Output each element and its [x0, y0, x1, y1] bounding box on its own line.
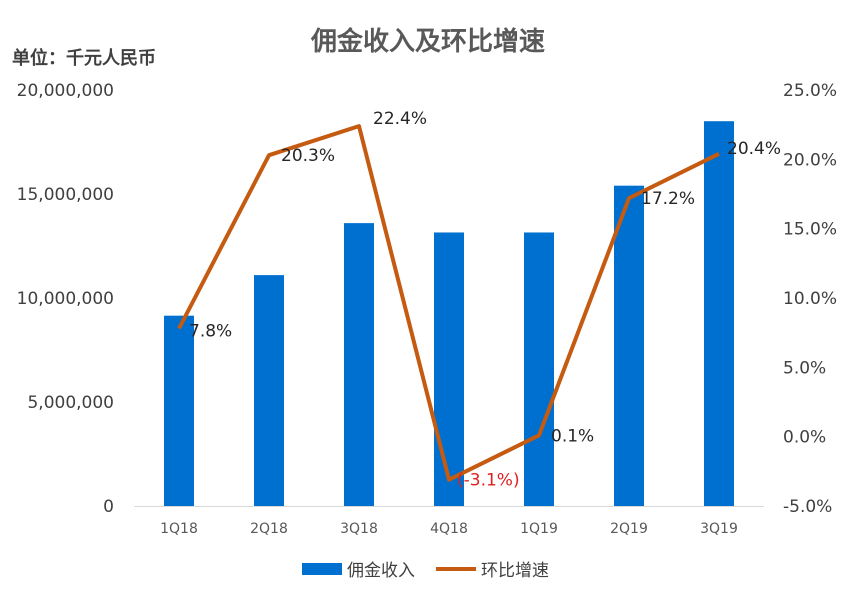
growth-data-label: 17.2%	[641, 189, 695, 209]
chart-title: 佣金收入及环比增速	[310, 26, 545, 57]
x-tick-label: 3Q19	[700, 521, 738, 537]
bar-series	[164, 121, 734, 507]
growth-data-label: 22.4%	[373, 109, 427, 129]
x-axis-ticks: 1Q18 2Q18 3Q18 4Q18 1Q19 2Q19 3Q19	[160, 521, 738, 537]
right-axis-tick-label: 20.0%	[783, 150, 837, 170]
x-tick-label: 2Q18	[250, 521, 288, 537]
left-axis-ticks: 0 5,000,000 10,000,000 15,000,000 20,000,000	[17, 81, 114, 517]
left-axis-tick-label: 20,000,000	[17, 81, 114, 101]
right-axis-tick-label: 15.0%	[783, 220, 837, 240]
right-axis-tick-label: 5.0%	[783, 358, 826, 378]
bar-4q18	[434, 232, 464, 507]
x-tick-label: 3Q18	[340, 521, 378, 537]
legend: 佣金收入 环比增速	[302, 561, 549, 581]
x-tick-label: 2Q19	[610, 521, 648, 537]
bar-1q18	[164, 315, 194, 506]
growth-data-label: (-3.1%)	[457, 471, 520, 491]
legend-label-bar: 佣金收入	[347, 561, 415, 581]
left-axis-tick-label: 15,000,000	[17, 185, 114, 205]
growth-data-label: 0.1%	[551, 426, 594, 446]
unit-label: 单位：千元人民币	[12, 47, 156, 69]
growth-data-labels: 7.8% 20.3% 22.4% (-3.1%) 0.1% 17.2% 20.4%	[189, 109, 781, 491]
right-axis-tick-label: 0.0%	[783, 428, 826, 448]
bar-3q19	[704, 121, 734, 506]
bar-1q19	[524, 232, 554, 507]
growth-data-label: 20.4%	[727, 139, 781, 159]
right-axis-ticks: -5.0% 0.0% 5.0% 10.0% 15.0% 20.0% 25.0%	[783, 81, 837, 517]
right-axis-tick-label: -5.0%	[783, 497, 832, 517]
right-axis-tick-label: 25.0%	[783, 81, 837, 101]
x-tick-label: 1Q19	[520, 521, 558, 537]
legend-label-line: 环比增速	[481, 561, 549, 581]
bar-3q18	[344, 223, 374, 506]
growth-line	[177, 124, 720, 482]
x-tick-label: 4Q18	[430, 521, 468, 537]
left-axis-tick-label: 0	[103, 497, 114, 517]
legend-swatch-bar	[302, 563, 342, 575]
left-axis-tick-label: 10,000,000	[17, 289, 114, 309]
x-tick-label: 1Q18	[160, 521, 198, 537]
left-axis-tick-label: 5,000,000	[27, 393, 114, 413]
growth-data-label: 7.8%	[189, 322, 232, 342]
right-axis-tick-label: 10.0%	[783, 289, 837, 309]
bar-2q18	[254, 275, 284, 506]
bar-2q19	[614, 185, 644, 506]
growth-data-label: 20.3%	[281, 146, 335, 166]
